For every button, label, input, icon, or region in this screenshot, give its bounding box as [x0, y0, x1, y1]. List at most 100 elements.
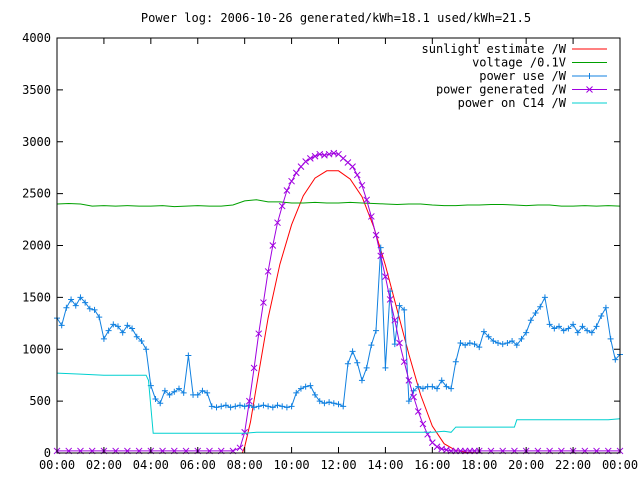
legend-entry: power use /W	[479, 69, 607, 83]
axes-layer: 0 500 1000 1500 2000 2500 3000 3500 4000 00:00 02:…	[22, 31, 638, 472]
data-point	[161, 387, 168, 394]
data-point	[391, 341, 398, 348]
data-point	[199, 387, 206, 394]
legend-entry: sunlight estimate /W	[422, 42, 607, 56]
data-point	[222, 402, 229, 409]
data-point	[382, 364, 389, 371]
data-point	[415, 383, 422, 390]
data-point	[373, 327, 380, 334]
data-point	[236, 402, 243, 409]
data-point	[330, 400, 337, 407]
data-point	[307, 382, 314, 389]
data-point	[326, 399, 333, 406]
data-point	[96, 314, 103, 321]
data-point	[321, 400, 328, 407]
data-point	[391, 316, 399, 324]
x-tick-label: 12:00	[320, 458, 356, 472]
data-point	[279, 403, 286, 410]
data-point	[358, 181, 366, 189]
data-point	[396, 339, 403, 347]
data-point	[213, 404, 220, 411]
data-point	[204, 389, 211, 396]
data-point	[457, 340, 464, 347]
legend-label: voltage /0.1V	[472, 56, 566, 70]
data-point	[110, 321, 117, 328]
data-point	[414, 408, 422, 415]
data-point	[251, 404, 258, 411]
data-point	[368, 342, 375, 349]
data-point	[584, 327, 591, 334]
data-point	[344, 360, 351, 367]
data-point	[119, 329, 126, 336]
data-point	[194, 391, 201, 398]
data-point	[260, 299, 267, 306]
data-point	[232, 403, 239, 410]
data-point	[504, 340, 511, 347]
data-point	[448, 385, 455, 392]
data-point	[541, 294, 548, 301]
data-point	[72, 302, 79, 309]
data-point	[302, 383, 309, 390]
legend-entry: power generated /W	[436, 83, 607, 97]
series-1	[56, 199, 621, 208]
data-point	[255, 403, 262, 410]
data-point	[419, 420, 427, 428]
data-point	[612, 356, 619, 363]
data-point	[138, 337, 145, 344]
data-point	[490, 337, 497, 344]
data-point	[551, 325, 558, 332]
chart-title: Power log: 2006-10-26 generated/kWh=18.1…	[141, 11, 531, 25]
data-point	[405, 377, 413, 384]
data-point	[401, 306, 408, 313]
data-point	[588, 329, 595, 336]
data-point	[124, 322, 131, 329]
data-point	[171, 388, 178, 395]
data-point	[367, 213, 375, 220]
data-point	[302, 158, 310, 165]
data-point	[166, 391, 173, 398]
data-point	[518, 335, 525, 342]
data-point	[306, 154, 314, 162]
x-tick-label: 06:00	[180, 458, 216, 472]
data-point	[476, 344, 483, 351]
data-point	[335, 401, 342, 408]
data-point	[462, 342, 469, 349]
x-tick-label: 20:00	[508, 458, 544, 472]
y-tick-label: 1500	[22, 290, 51, 304]
data-point	[180, 389, 187, 396]
data-point	[278, 202, 286, 210]
data-point	[311, 152, 319, 160]
data-point	[471, 341, 478, 348]
data-point	[68, 296, 75, 303]
data-point	[152, 396, 159, 403]
legend-label: power use /W	[479, 69, 566, 83]
data-point	[570, 321, 577, 328]
data-point	[353, 171, 361, 179]
data-point	[433, 443, 441, 451]
data-point	[485, 333, 492, 340]
data-point	[114, 323, 121, 330]
data-point	[607, 335, 614, 342]
y-tick-label: 2000	[22, 239, 51, 253]
data-point	[265, 403, 272, 410]
data-point	[312, 391, 319, 398]
x-tick-label: 00:00	[39, 458, 75, 472]
data-point	[185, 352, 192, 359]
data-point	[283, 404, 290, 411]
data-point	[358, 377, 365, 384]
legend-label: power on C14 /W	[458, 96, 567, 110]
data-point	[354, 359, 361, 366]
data-point	[340, 403, 347, 410]
data-point	[382, 273, 389, 280]
data-point	[260, 402, 267, 409]
x-tick-label: 02:00	[86, 458, 122, 472]
x-tick-label: 22:00	[555, 458, 591, 472]
data-point	[100, 335, 107, 342]
y-tick-label: 2500	[22, 187, 51, 201]
data-point	[91, 306, 98, 313]
data-point	[143, 346, 150, 353]
data-point	[565, 325, 572, 332]
data-point	[509, 337, 516, 344]
data-point	[82, 299, 89, 306]
